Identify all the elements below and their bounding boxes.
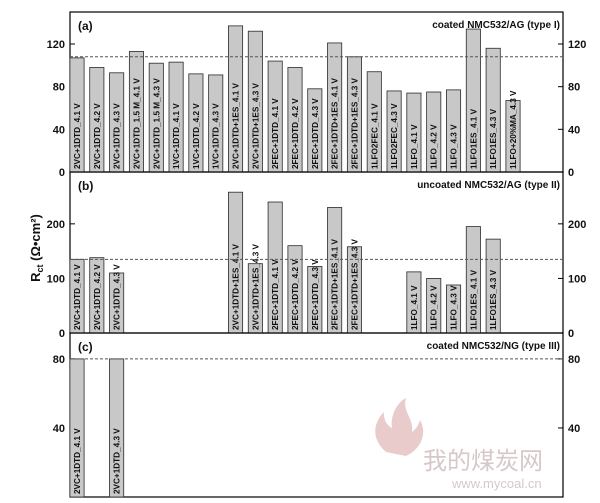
- bar-label: 1LFO2FEC_4.1 V: [370, 103, 379, 169]
- bar-label: 1LFO_4.3 V: [450, 124, 459, 169]
- bar-label: 1LFO_4.2 V: [430, 285, 439, 330]
- watermark: 我的煤炭网 www.mycoal.cn: [375, 398, 543, 491]
- bar-label: 2VC+1DTD_4.2 V: [93, 264, 102, 330]
- y-tick-label-left: 80: [53, 82, 65, 94]
- bar-label: 1LFO_4.2 V: [430, 124, 439, 169]
- y-tick-label-right: 0: [568, 328, 574, 340]
- bar-label: 1LFO+20%MA_4.3 V: [509, 90, 518, 169]
- bar-label: 2FEC+1DTD+1ES_4.3 V: [350, 238, 359, 330]
- bar-label: 2VC+1DTD_4.3 V: [113, 264, 122, 330]
- y-tick-label-right: 120: [568, 39, 586, 51]
- bar-label: 1LFO_4.3 V: [450, 285, 459, 330]
- watermark-text: 我的煤炭网: [423, 447, 543, 475]
- bar-label: 1LFO2FEC_4.3 V: [390, 103, 399, 169]
- bar-label: 2VC+1DTD_4.1 V: [73, 264, 82, 330]
- y-tick-label-left: 80: [53, 354, 65, 366]
- y-tick-label-right: 40: [568, 423, 580, 435]
- bar-label: 1VC+1DTD_4.3 V: [212, 103, 221, 169]
- y-tick-label-right: 80: [568, 354, 580, 366]
- bar-label: 2VC+1DTD_4.1 V: [73, 428, 82, 494]
- panel-2: 0 0 100 100 200 200 2VC+1DTD_4.1 V 2VC+1DTD_4.2…: [47, 171, 586, 340]
- panels: 0 0 40 40 80 80 120 120 2VC+1DTD_4.1 V 2VC+1DTD_4…: [47, 11, 586, 498]
- y-tick-label-right: 200: [568, 219, 586, 231]
- y-tick-label-left: 120: [47, 39, 65, 51]
- bar-label: 2FEC+1DTD_4.3 V: [311, 259, 320, 330]
- bar-label: 1LFO_4.1 V: [410, 285, 419, 330]
- bar-label: 2FEC+1DTD+1ES_4.1 V: [331, 77, 340, 169]
- bar-label: 1LFO_4.1 V: [410, 124, 419, 169]
- y-tick-label-left: 0: [59, 167, 65, 179]
- bar-label: 1VC+1DTD_4.1 V: [172, 103, 181, 169]
- bar-label: 2VC+1DTD_4.3 V: [113, 428, 122, 494]
- y-tick-label-left: 0: [59, 328, 65, 340]
- bar-label: 2FEC+1DTD_4.1 V: [271, 259, 280, 330]
- bar-label: 2VC+1DTD_1.5 M_4.3 V: [152, 78, 161, 169]
- y-tick-label-right: 80: [568, 82, 580, 94]
- bar-label: 1VC+1DTD_4.2 V: [192, 103, 201, 169]
- bar-label: 1LFO1ES_4.1 V: [469, 269, 478, 330]
- bar-label: 2FEC+1DTD_4.2 V: [291, 98, 300, 169]
- bar-label: 2VC+1DTD+1ES_4.1 V: [232, 243, 241, 330]
- panel-3: 40 40 80 80 2VC+1DTD_4.1 V 2VC+1DTD_4.3 V (c) c…: [53, 332, 580, 498]
- bar-label: 2VC+1DTD+1ES_4.1 V: [232, 82, 241, 169]
- bar-label: 2FEC+1DTD+1ES_4.3 V: [350, 77, 359, 169]
- y-tick-label-right: 0: [568, 167, 574, 179]
- y-tick-label-right: 100: [568, 273, 586, 285]
- panel-tag: (a): [78, 19, 93, 33]
- bar-label: 2VC+1DTD_4.3 V: [113, 103, 122, 169]
- y-tick-label-left: 40: [53, 124, 65, 136]
- y-axis-title: Rct (Ω•cm²): [28, 214, 45, 282]
- bar-label: 1LFO1ES_4.3 V: [489, 108, 498, 169]
- bar-label: 2VC+1DTD_4.2 V: [93, 103, 102, 169]
- panel-1: 0 0 40 40 80 80 120 120 2VC+1DTD_4.1 V 2VC+1DTD_4…: [47, 11, 586, 179]
- flame-logo-icon: [375, 398, 424, 456]
- y-tick-label-left: 200: [47, 219, 65, 231]
- panel-title: coated NMC532/NG (type III): [427, 341, 560, 352]
- panel-tag: (c): [78, 340, 93, 354]
- bar-label: 2VC+1DTD_4.1 V: [73, 103, 82, 169]
- bar-label: 1LFO1ES_4.1 V: [469, 108, 478, 169]
- bar-label: 2FEC+1DTD_4.1 V: [271, 98, 280, 169]
- y-tick-label-left: 100: [47, 273, 65, 285]
- bar-label: 2FEC+1DTD_4.2 V: [291, 259, 300, 330]
- bar-label: 2FEC+1DTD+1ES_4.1 V: [331, 238, 340, 330]
- bar-label: 2FEC+1DTD_4.3 V: [311, 98, 320, 169]
- bar-label: 1LFO1ES_4.3 V: [489, 269, 498, 330]
- bar-label: 2VC+1DTD+1ES_4.3 V: [251, 243, 260, 330]
- bar-label: 2VC+1DTD_1.5 M_4.1 V: [132, 78, 141, 169]
- panel-title: uncoated NMC532/AG (type II): [417, 180, 560, 191]
- y-tick-label-left: 40: [53, 423, 65, 435]
- bar-label: 2VC+1DTD+1ES_4.3 V: [251, 82, 260, 169]
- watermark-url: www.mycoal.cn: [451, 476, 542, 491]
- panel-title: coated NMC532/AG (type I): [432, 20, 560, 31]
- y-tick-label-right: 40: [568, 124, 580, 136]
- panel-tag: (b): [78, 179, 93, 193]
